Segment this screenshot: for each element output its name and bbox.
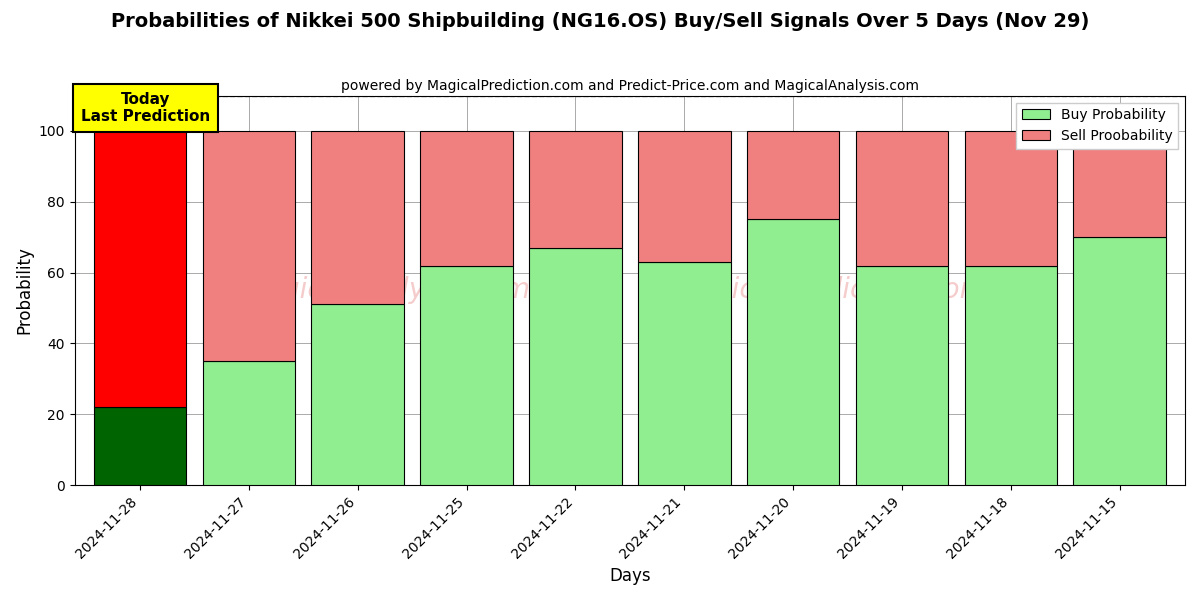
Bar — [638, 262, 731, 485]
Y-axis label: Probability: Probability — [16, 247, 34, 334]
Bar — [312, 304, 404, 485]
Bar — [856, 131, 948, 266]
Text: MagicalAnalysis.com: MagicalAnalysis.com — [241, 277, 530, 304]
Bar — [94, 131, 186, 407]
Bar — [529, 131, 622, 248]
Bar — [856, 266, 948, 485]
Text: Probabilities of Nikkei 500 Shipbuilding (NG16.OS) Buy/Sell Signals Over 5 Days : Probabilities of Nikkei 500 Shipbuilding… — [110, 12, 1090, 31]
Bar — [965, 266, 1057, 485]
Bar — [94, 407, 186, 485]
X-axis label: Days: Days — [610, 567, 650, 585]
Title: powered by MagicalPrediction.com and Predict-Price.com and MagicalAnalysis.com: powered by MagicalPrediction.com and Pre… — [341, 79, 919, 93]
Legend: Buy Probability, Sell Proobability: Buy Probability, Sell Proobability — [1016, 103, 1178, 149]
Text: MagicalPrediction.com: MagicalPrediction.com — [673, 277, 986, 304]
Bar — [420, 266, 512, 485]
Bar — [312, 131, 404, 304]
Bar — [529, 248, 622, 485]
Bar — [203, 131, 295, 361]
Bar — [203, 361, 295, 485]
Bar — [965, 131, 1057, 266]
Bar — [1074, 237, 1166, 485]
Bar — [746, 131, 839, 220]
Bar — [1074, 131, 1166, 237]
Bar — [638, 131, 731, 262]
Bar — [420, 131, 512, 266]
Text: Today
Last Prediction: Today Last Prediction — [80, 92, 210, 124]
Bar — [746, 220, 839, 485]
